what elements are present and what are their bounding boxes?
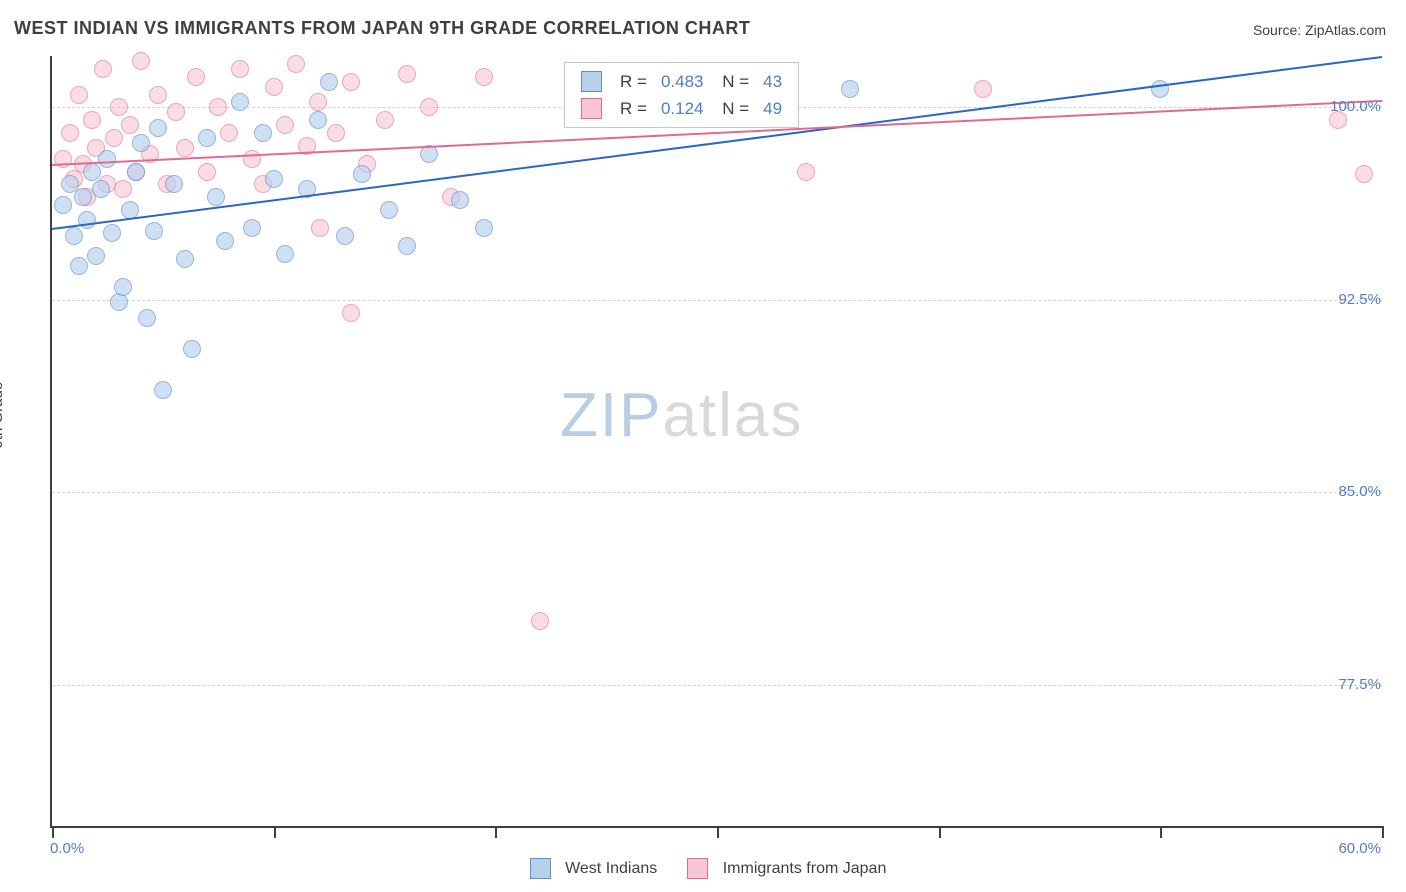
scatter-point <box>243 150 261 168</box>
scatter-point <box>176 250 194 268</box>
x-axis-min-label: 0.0% <box>50 840 84 857</box>
y-tick-label: 92.5% <box>1338 291 1381 308</box>
scatter-point <box>311 219 329 237</box>
scatter-point <box>254 124 272 142</box>
scatter-point <box>145 222 163 240</box>
scatter-point <box>342 73 360 91</box>
scatter-point <box>336 227 354 245</box>
scatter-point <box>110 293 128 311</box>
scatter-point <box>220 124 238 142</box>
scatter-point <box>138 309 156 327</box>
scatter-point <box>149 119 167 137</box>
y-tick-label: 100.0% <box>1330 98 1381 115</box>
scatter-point <box>231 93 249 111</box>
scatter-point <box>353 165 371 183</box>
scatter-point <box>265 78 283 96</box>
scatter-point <box>475 219 493 237</box>
scatter-point <box>114 278 132 296</box>
scatter-point <box>1355 165 1373 183</box>
x-axis-max-label: 60.0% <box>1338 840 1381 857</box>
scatter-point <box>154 381 172 399</box>
scatter-point <box>276 245 294 263</box>
scatter-point <box>531 612 549 630</box>
gridline <box>52 685 1382 686</box>
scatter-point <box>98 150 116 168</box>
scatter-point <box>398 65 416 83</box>
scatter-point <box>87 247 105 265</box>
scatter-point <box>61 124 79 142</box>
y-tick-label: 77.5% <box>1338 676 1381 693</box>
scatter-point <box>198 163 216 181</box>
scatter-point <box>187 68 205 86</box>
scatter-point <box>327 124 345 142</box>
x-tick-mark <box>939 826 941 838</box>
scatter-point <box>451 191 469 209</box>
scatter-point <box>974 80 992 98</box>
y-axis-label: 9th Grade <box>0 382 6 449</box>
scatter-point <box>105 129 123 147</box>
stats-legend: R =0.483 N =43R =0.124 N =49 <box>564 62 799 128</box>
scatter-point <box>216 232 234 250</box>
scatter-point <box>78 211 96 229</box>
scatter-point <box>380 201 398 219</box>
scatter-point <box>309 111 327 129</box>
bottom-legend: West Indians Immigrants from Japan <box>0 858 1406 879</box>
scatter-point <box>149 86 167 104</box>
scatter-point <box>114 180 132 198</box>
scatter-point <box>65 227 83 245</box>
scatter-point <box>94 60 112 78</box>
scatter-point <box>265 170 283 188</box>
scatter-point <box>320 73 338 91</box>
scatter-point <box>183 340 201 358</box>
scatter-point <box>167 103 185 121</box>
scatter-point <box>309 93 327 111</box>
scatter-point <box>376 111 394 129</box>
scatter-point <box>165 175 183 193</box>
scatter-point <box>797 163 815 181</box>
x-tick-mark <box>274 826 276 838</box>
scatter-point <box>83 111 101 129</box>
scatter-point <box>841 80 859 98</box>
scatter-point <box>54 196 72 214</box>
plot-area <box>50 56 1382 828</box>
scatter-point <box>420 98 438 116</box>
scatter-point <box>127 163 145 181</box>
x-tick-mark <box>1160 826 1162 838</box>
source-label: Source: ZipAtlas.com <box>1253 22 1386 38</box>
scatter-point <box>110 98 128 116</box>
scatter-point <box>231 60 249 78</box>
scatter-point <box>475 68 493 86</box>
scatter-point <box>398 237 416 255</box>
scatter-point <box>132 52 150 70</box>
scatter-point <box>176 139 194 157</box>
scatter-point <box>342 304 360 322</box>
y-tick-label: 85.0% <box>1338 483 1381 500</box>
scatter-point <box>103 224 121 242</box>
scatter-point <box>74 188 92 206</box>
scatter-point <box>198 129 216 147</box>
chart-title: WEST INDIAN VS IMMIGRANTS FROM JAPAN 9TH… <box>14 18 750 39</box>
scatter-point <box>132 134 150 152</box>
x-tick-mark <box>52 826 54 838</box>
scatter-point <box>209 98 227 116</box>
x-tick-mark <box>717 826 719 838</box>
scatter-point <box>287 55 305 73</box>
scatter-point <box>70 86 88 104</box>
scatter-point <box>276 116 294 134</box>
scatter-point <box>83 163 101 181</box>
scatter-point <box>70 257 88 275</box>
scatter-point <box>92 180 110 198</box>
x-tick-mark <box>1382 826 1384 838</box>
x-tick-mark <box>495 826 497 838</box>
gridline <box>52 300 1382 301</box>
scatter-point <box>207 188 225 206</box>
gridline <box>52 492 1382 493</box>
scatter-point <box>121 116 139 134</box>
scatter-point <box>243 219 261 237</box>
